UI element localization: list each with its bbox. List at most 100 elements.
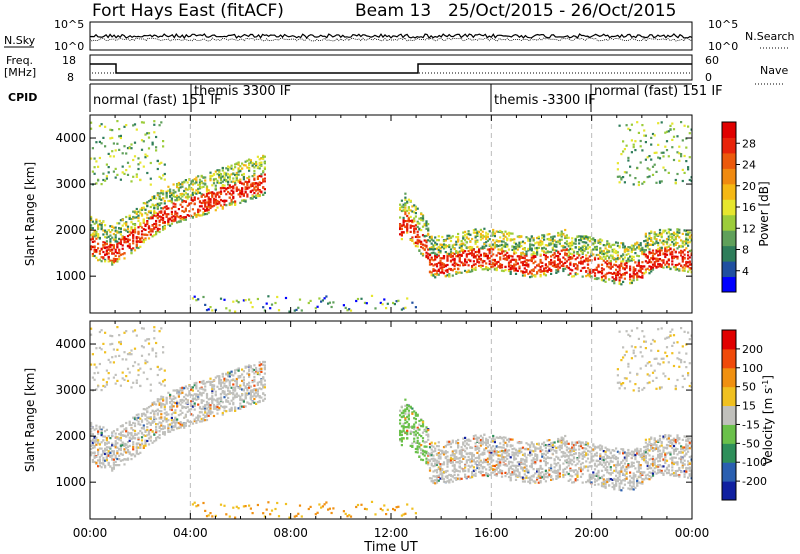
- range-cell: [258, 364, 261, 367]
- range-cell: [125, 430, 128, 433]
- range-cell: [212, 407, 216, 410]
- range-cell: [91, 451, 94, 454]
- range-cell: [107, 245, 110, 248]
- range-cell: [658, 157, 662, 160]
- range-cell: [683, 124, 686, 127]
- range-cell: [144, 408, 147, 411]
- range-cell: [205, 396, 209, 399]
- range-cell: [132, 223, 135, 226]
- range-cell: [202, 211, 205, 214]
- range-cell: [472, 256, 475, 259]
- range-cell: [209, 200, 212, 203]
- range-cell: [156, 194, 159, 197]
- range-cell: [600, 270, 604, 273]
- range-cell: [227, 389, 230, 392]
- range-cell: [688, 263, 691, 266]
- range-cell: [93, 363, 96, 366]
- range-cell: [527, 263, 530, 266]
- range-cell: [90, 451, 93, 454]
- range-cell: [105, 381, 108, 384]
- range-cell: [163, 212, 166, 215]
- range-cell: [543, 234, 546, 237]
- range-cell: [230, 186, 233, 189]
- range-cell: [205, 407, 209, 410]
- range-cell: [112, 233, 115, 236]
- range-cell: [176, 221, 179, 224]
- range-cell: [142, 228, 145, 231]
- range-cell: [585, 235, 588, 239]
- range-cell: [546, 256, 549, 259]
- range-cell: [204, 303, 207, 306]
- range-cell: [170, 422, 173, 425]
- range-cell: [641, 261, 644, 264]
- range-cell: [637, 183, 640, 187]
- range-cell: [578, 246, 581, 249]
- range-cell: [636, 278, 639, 281]
- y-tick-label: 2000: [55, 223, 86, 237]
- range-cell: [186, 195, 189, 199]
- range-cell: [181, 200, 184, 204]
- range-cell: [209, 204, 212, 207]
- range-cell: [216, 193, 219, 196]
- range-cell: [100, 222, 103, 225]
- range-cell: [428, 263, 432, 266]
- range-cell: [172, 401, 175, 404]
- range-cell: [639, 161, 642, 164]
- range-cell: [256, 372, 259, 375]
- range-cell: [411, 301, 414, 304]
- range-cell: [423, 239, 426, 242]
- range-cell: [532, 268, 535, 271]
- range-cell: [413, 204, 416, 207]
- range-cell: [564, 236, 567, 240]
- range-cell: [165, 420, 168, 423]
- range-cell: [128, 217, 131, 220]
- range-cell: [119, 242, 122, 246]
- range-cell: [179, 403, 182, 406]
- range-cell: [242, 299, 245, 302]
- range-cell: [669, 251, 672, 254]
- range-cell: [205, 403, 209, 406]
- range-cell: [98, 426, 101, 429]
- range-cell: [144, 359, 147, 362]
- range-cell: [197, 208, 200, 211]
- range-cell: [219, 192, 223, 195]
- range-cell: [160, 402, 163, 405]
- range-cell: [685, 238, 688, 241]
- range-cell: [437, 269, 440, 272]
- range-cell: [155, 430, 158, 433]
- range-cell: [228, 372, 231, 375]
- range-cell: [137, 219, 140, 222]
- range-cell: [118, 237, 121, 240]
- range-cell: [90, 238, 93, 241]
- range-cell: [399, 208, 402, 211]
- range-cell: [546, 233, 549, 236]
- range-cell: [139, 237, 142, 240]
- range-cell: [521, 270, 525, 273]
- range-cell: [593, 258, 597, 261]
- range-cell: [155, 224, 158, 227]
- range-cell: [671, 237, 674, 240]
- range-cell: [207, 308, 210, 311]
- range-cell: [539, 275, 542, 278]
- range-cell: [653, 257, 656, 260]
- range-cell: [190, 394, 193, 397]
- range-cell: [348, 308, 351, 311]
- range-cell: [653, 232, 656, 235]
- range-cell: [400, 308, 403, 311]
- range-cell: [507, 234, 511, 237]
- range-cell: [227, 396, 230, 400]
- range-cell: [95, 182, 98, 185]
- range-cell: [416, 222, 419, 225]
- range-cell: [221, 381, 224, 384]
- range-cell: [518, 236, 521, 239]
- range-cell: [128, 436, 131, 439]
- range-cell: [469, 233, 472, 236]
- range-cell: [546, 265, 549, 268]
- range-cell: [664, 255, 667, 259]
- range-cell: [98, 237, 101, 240]
- range-cell: [255, 182, 258, 185]
- range-cell: [687, 270, 690, 273]
- range-cell: [636, 276, 639, 279]
- range-cell: [102, 220, 105, 223]
- range-cell: [627, 159, 630, 162]
